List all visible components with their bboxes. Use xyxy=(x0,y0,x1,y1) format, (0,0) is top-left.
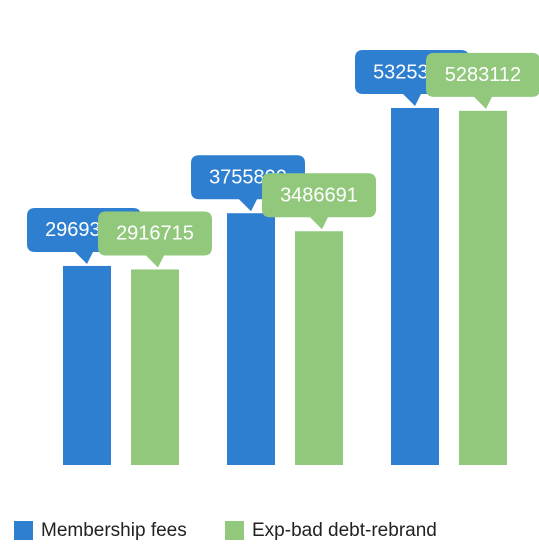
bar xyxy=(295,231,343,465)
data-label: 3486691 xyxy=(280,185,358,207)
bar xyxy=(459,110,507,465)
label-box xyxy=(426,52,539,109)
data-label: 5283112 xyxy=(445,64,521,86)
legend-label: Exp-bad debt-rebrand xyxy=(252,520,437,541)
legend-label: Membership fees xyxy=(41,520,187,541)
label-box xyxy=(98,211,212,268)
legend-swatch xyxy=(14,521,33,540)
bar xyxy=(391,108,439,465)
data-label: 2916715 xyxy=(116,223,194,245)
bar xyxy=(63,265,111,465)
legend-swatch xyxy=(225,521,244,540)
bar xyxy=(227,213,275,465)
label-box xyxy=(262,173,376,230)
bar xyxy=(131,269,179,465)
